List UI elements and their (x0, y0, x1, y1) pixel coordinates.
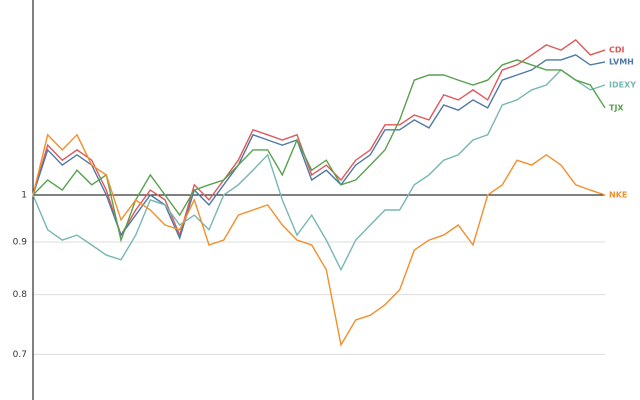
series-label: NKE (609, 190, 627, 199)
series-label: CDI (609, 46, 625, 55)
y-tick-label: 1 (21, 190, 27, 200)
series-line (32, 59, 606, 243)
y-tick-label: 0.7 (13, 350, 27, 360)
series-line (32, 54, 606, 241)
y-tick-label: 0.8 (13, 290, 28, 300)
y-tick-label: 0.9 (13, 238, 28, 248)
series-label: TJX (609, 103, 624, 112)
series-line (32, 38, 606, 238)
series-line (32, 133, 606, 347)
series-line (32, 68, 606, 272)
series-label: IDEXY (609, 81, 636, 90)
series-label: LVMH (609, 57, 634, 66)
